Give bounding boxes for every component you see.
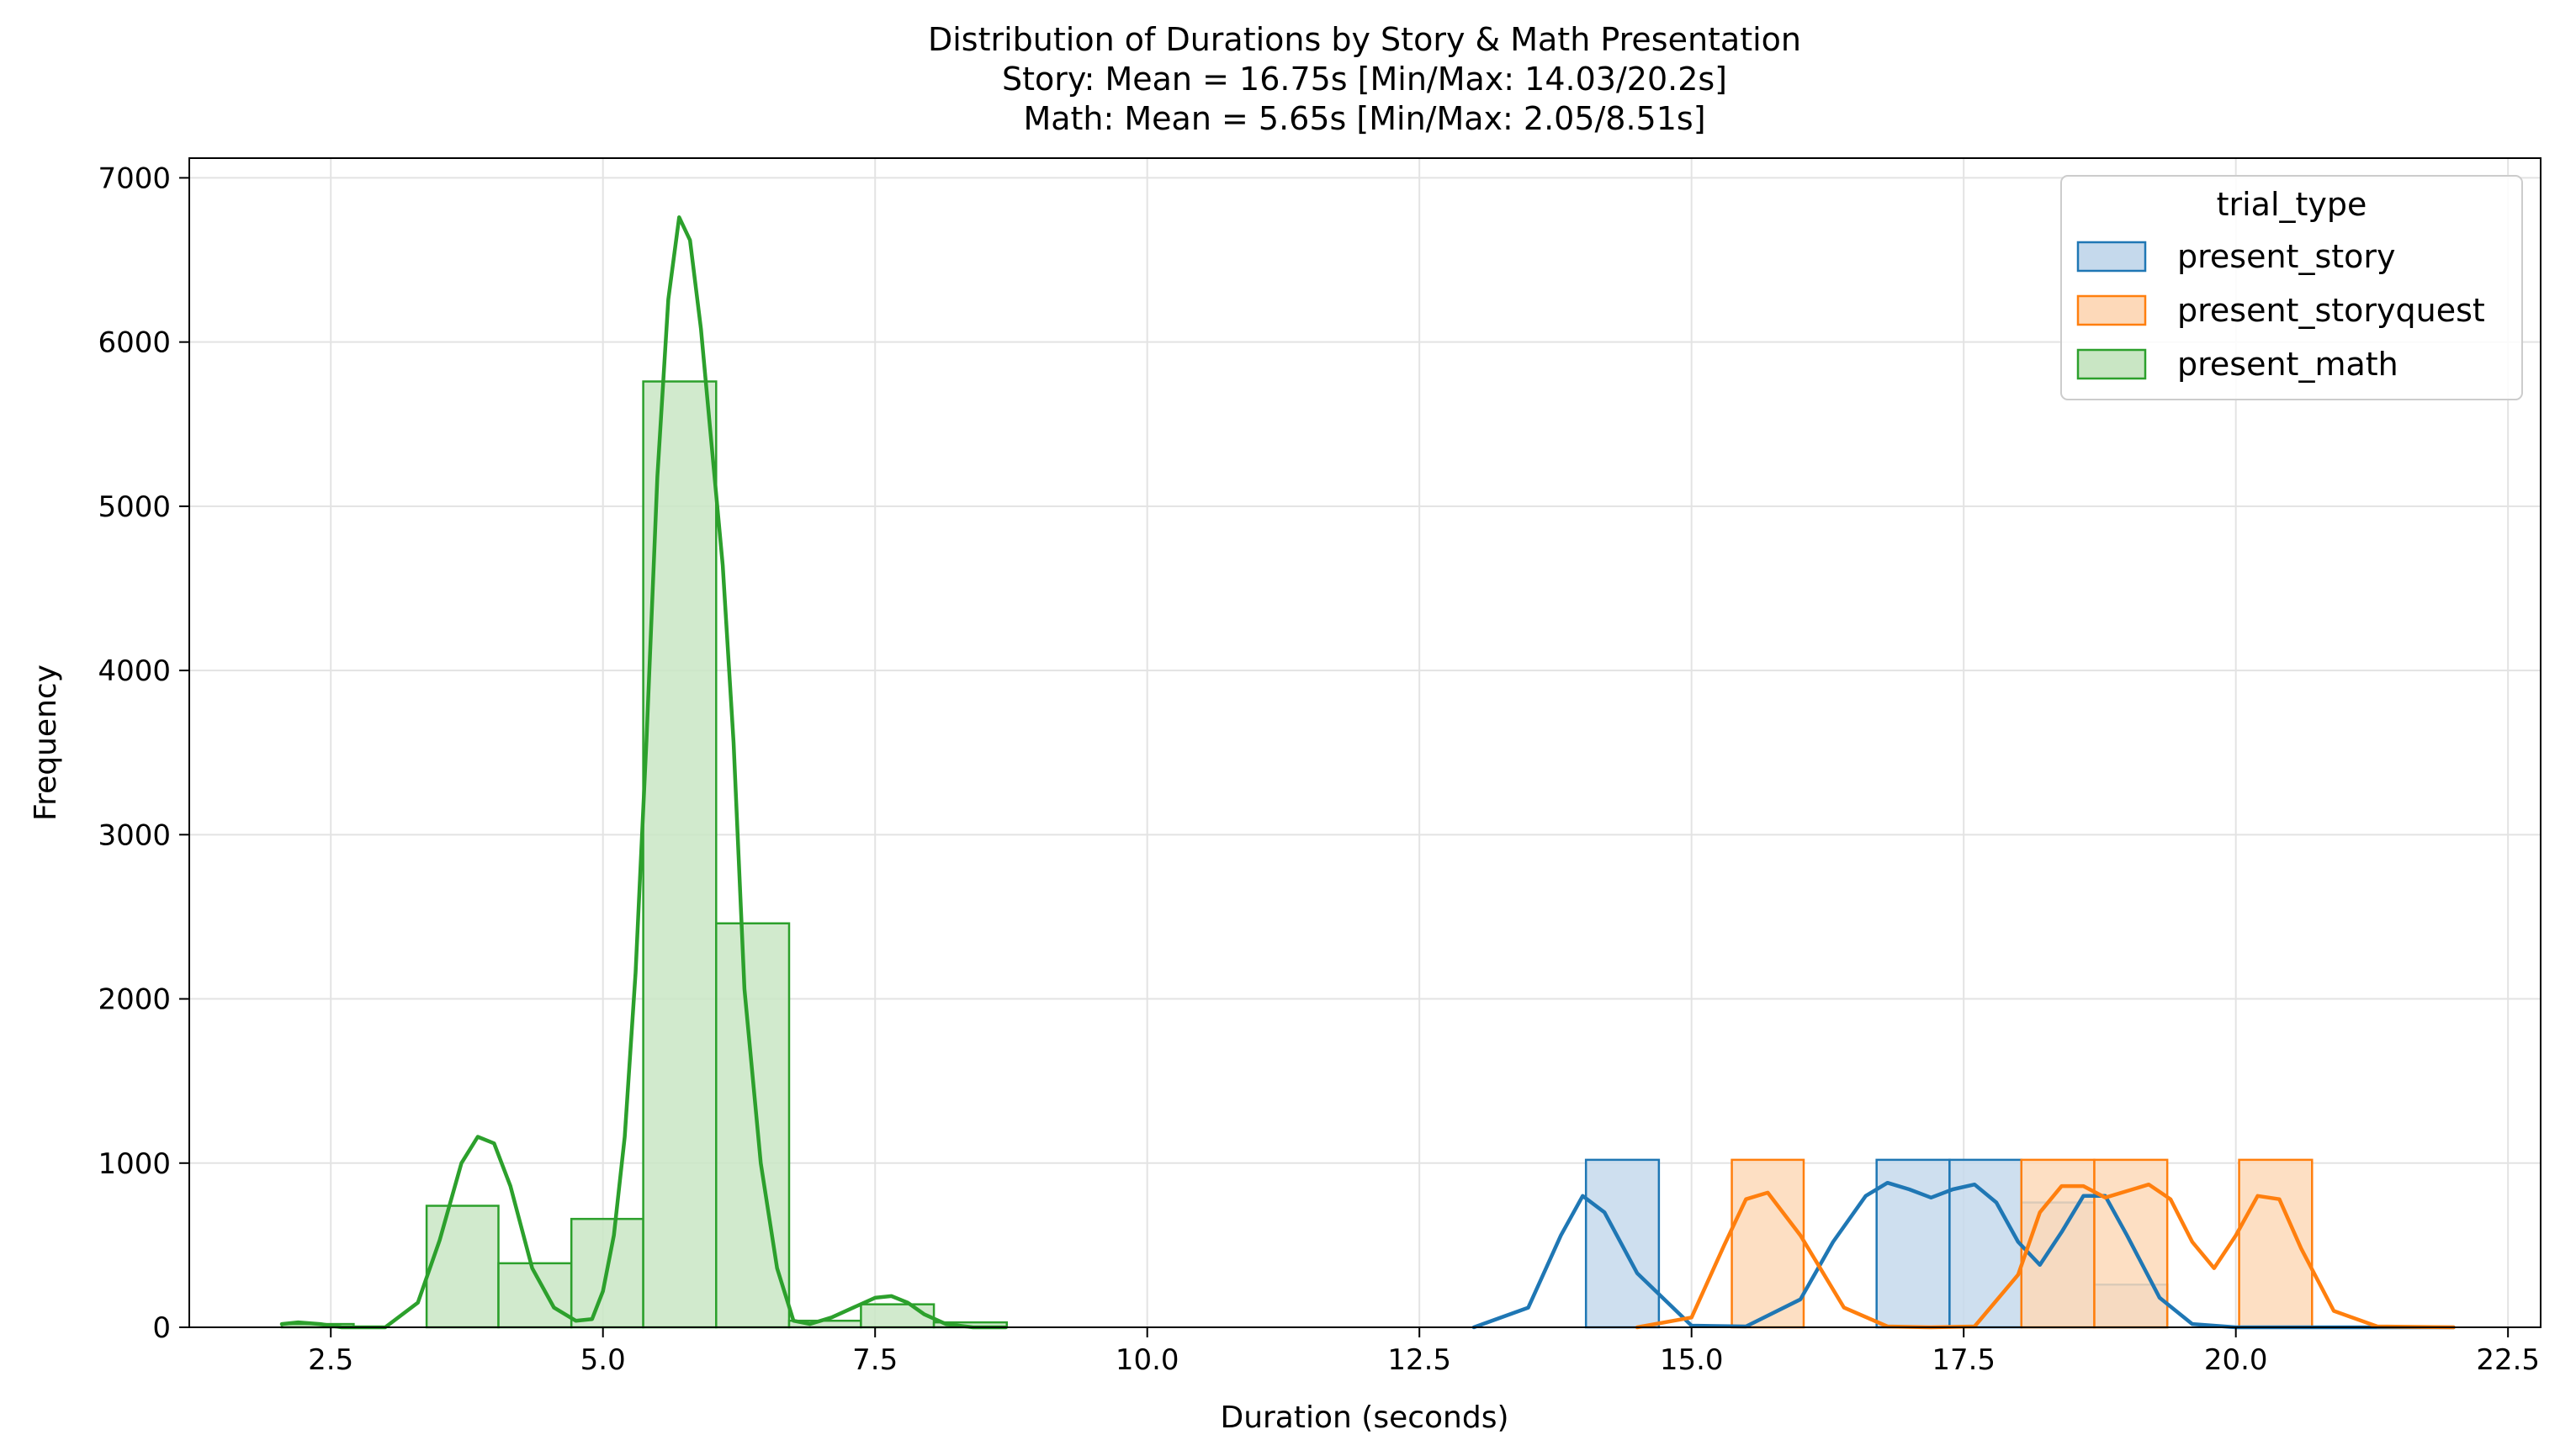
x-tick-label: 10.0 bbox=[1116, 1343, 1179, 1377]
y-tick-label: 2000 bbox=[98, 983, 171, 1017]
y-axis-label: Frequency bbox=[29, 664, 63, 821]
legend-label-present_story: present_story bbox=[2177, 238, 2396, 275]
chart-subtitle-story: Story: Mean = 16.75s [Min/Max: 14.03/20.… bbox=[1002, 61, 1727, 98]
chart-subtitle-math: Math: Mean = 5.65s [Min/Max: 2.05/8.51s] bbox=[1023, 100, 1705, 137]
legend-title: trial_type bbox=[2217, 186, 2367, 223]
y-axis-ticks: 0 1000 2000 3000 4000 5000 6000 7000 bbox=[98, 161, 189, 1345]
axes-frame bbox=[188, 157, 2541, 1328]
bar-present_math-7 bbox=[860, 1303, 935, 1329]
bar-present_math-1 bbox=[425, 1205, 500, 1329]
x-tick-label: 22.5 bbox=[2476, 1343, 2540, 1377]
y-tick-label: 5000 bbox=[98, 490, 171, 524]
x-tick-label: 12.5 bbox=[1387, 1343, 1451, 1377]
legend-swatch-present_storyquest bbox=[2076, 294, 2147, 326]
y-tick-label: 4000 bbox=[98, 654, 171, 688]
bar-present_story-2 bbox=[1948, 1158, 2023, 1329]
y-tick-label: 0 bbox=[152, 1311, 171, 1345]
kde-line-present_story bbox=[1471, 1180, 2456, 1330]
x-tick-label: 5.0 bbox=[580, 1343, 626, 1377]
kde-line-present_storyquest bbox=[1635, 1182, 2456, 1330]
kde-curves bbox=[279, 215, 2456, 1330]
bar-present_story-1 bbox=[1875, 1158, 1951, 1329]
legend-swatch-present_story bbox=[2076, 241, 2147, 273]
y-tick-label: 6000 bbox=[98, 326, 171, 360]
legend-label-present_math: present_math bbox=[2177, 346, 2398, 383]
kde-line-present_math bbox=[279, 215, 1008, 1330]
x-axis-ticks: 2.5 5.0 7.5 10.0 12.5 15.0 17.5 20.0 22.5 bbox=[308, 1327, 2540, 1377]
chart-title: Distribution of Durations by Story & Mat… bbox=[928, 21, 1801, 58]
x-tick-label: 2.5 bbox=[308, 1343, 353, 1377]
legend-frame bbox=[2060, 175, 2523, 400]
x-tick-label: 17.5 bbox=[1932, 1343, 1996, 1377]
legend-label-present_storyquest: present_storyquest bbox=[2177, 292, 2485, 329]
x-tick-label: 7.5 bbox=[852, 1343, 898, 1377]
x-axis-label: Duration (seconds) bbox=[1220, 1400, 1508, 1435]
y-tick-label: 7000 bbox=[98, 161, 171, 195]
legend-swatch-present_math bbox=[2076, 348, 2147, 380]
legend: trial_type present_story present_storyque… bbox=[2060, 175, 2523, 400]
x-tick-label: 20.0 bbox=[2204, 1343, 2268, 1377]
y-tick-label: 3000 bbox=[98, 818, 171, 852]
x-tick-label: 15.0 bbox=[1660, 1343, 1724, 1377]
bar-present_storyquest-3 bbox=[2238, 1158, 2314, 1329]
y-tick-label: 1000 bbox=[98, 1147, 171, 1181]
